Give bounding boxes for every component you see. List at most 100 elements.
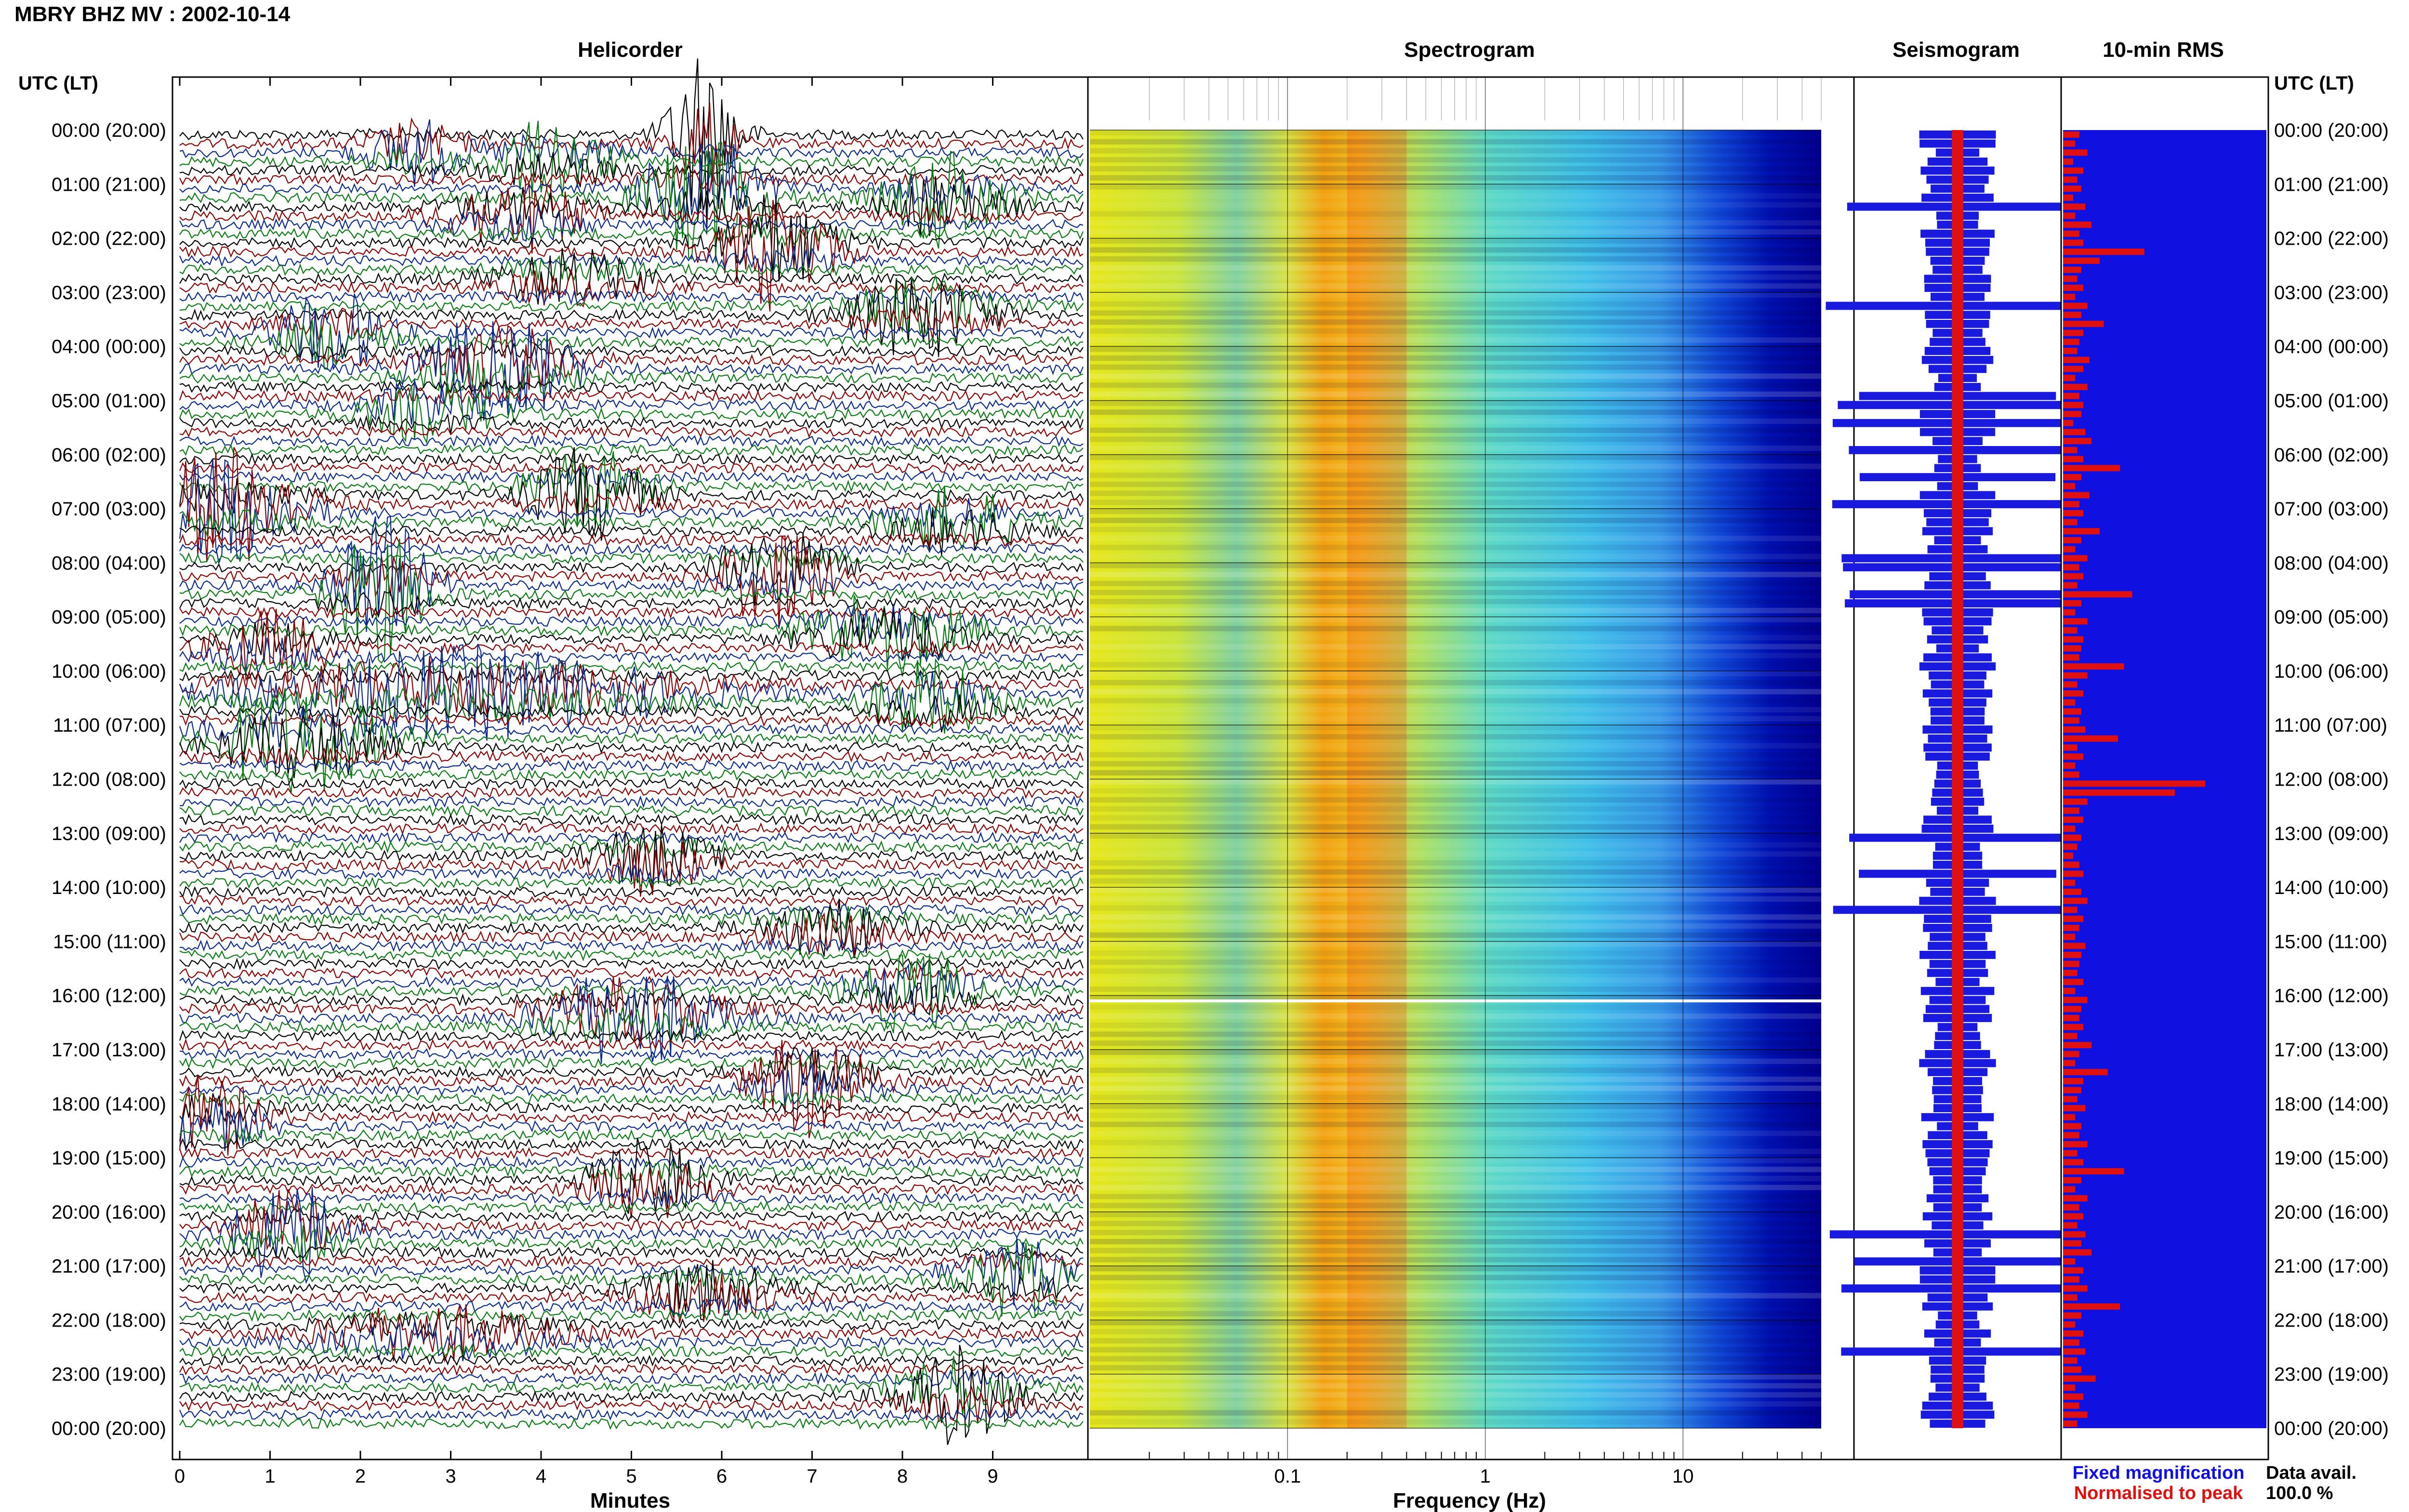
spectrogram-row bbox=[1090, 806, 1821, 812]
spectrogram-row bbox=[1090, 346, 1821, 352]
rms-bar bbox=[2063, 699, 2076, 706]
spectrogram-x-tick-label: 10 bbox=[1672, 1466, 1694, 1487]
spectrogram-row bbox=[1090, 427, 1821, 433]
time-label-left: 05:00 (01:00) bbox=[52, 390, 166, 411]
spectrogram-row bbox=[1090, 328, 1821, 334]
spectrogram-row bbox=[1090, 337, 1821, 343]
rms-bar bbox=[2063, 465, 2120, 472]
spectrogram-row bbox=[1090, 644, 1821, 649]
time-label-left: 01:00 (21:00) bbox=[52, 174, 166, 195]
time-label-left: 14:00 (10:00) bbox=[52, 877, 166, 898]
helicorder-x-label: Minutes bbox=[590, 1489, 670, 1512]
time-label-left: 07:00 (03:00) bbox=[52, 499, 166, 520]
helicorder-trace-row bbox=[179, 509, 1084, 555]
time-label-right: 00:00 (20:00) bbox=[2274, 1418, 2389, 1439]
spectrogram-row bbox=[1090, 689, 1821, 695]
helicorder-trace-row bbox=[179, 898, 1084, 959]
spectrogram-row bbox=[1090, 265, 1821, 271]
spectrogram-row bbox=[1090, 220, 1821, 226]
spectrogram-row bbox=[1090, 662, 1821, 668]
rms-bar bbox=[2063, 880, 2076, 886]
rms-bar bbox=[2063, 1123, 2081, 1130]
rms-bar bbox=[2063, 735, 2118, 742]
time-label-left: 08:00 (04:00) bbox=[52, 552, 166, 574]
time-label-right: 21:00 (17:00) bbox=[2274, 1256, 2389, 1277]
helicorder-x-axis: 0 1 2 3 4 5 6 7 8 9 bbox=[174, 77, 998, 1487]
helicorder-trace-row bbox=[179, 387, 1084, 404]
time-label-right: 12:00 (08:00) bbox=[2274, 769, 2389, 790]
helicorder-trace-row bbox=[179, 957, 1084, 971]
rms-bar bbox=[2063, 825, 2076, 832]
rms-bar bbox=[2063, 987, 2076, 994]
helicorder-trace-row bbox=[179, 1273, 1084, 1324]
rms-bar bbox=[2063, 329, 2084, 336]
rms-bar bbox=[2063, 744, 2078, 751]
spectrogram-row bbox=[1090, 1365, 1821, 1371]
helicorder-trace-row bbox=[179, 341, 1084, 360]
seismogram-panel bbox=[1826, 76, 2090, 1460]
spectrogram-x-tick-label: 0.1 bbox=[1274, 1466, 1301, 1487]
helicorder-trace-row bbox=[179, 1207, 1084, 1224]
rms-bar bbox=[2063, 230, 2079, 237]
spectrogram-row bbox=[1090, 716, 1821, 722]
helicorder-trace-row bbox=[179, 359, 1084, 400]
panel-title-helicorder: Helicorder bbox=[578, 38, 683, 62]
rms-bar bbox=[2063, 1078, 2084, 1085]
rms-bar bbox=[2063, 167, 2084, 174]
time-axis-left: 00:00 (20:00) 01:00 (21:00) 02:00 (22:00) 0… bbox=[52, 120, 166, 1439]
helicorder-trace-row bbox=[179, 786, 1084, 799]
time-label-right: 23:00 (19:00) bbox=[2274, 1364, 2389, 1385]
rms-bar bbox=[2063, 1105, 2086, 1112]
rms-bar bbox=[2063, 320, 2104, 327]
rms-bar bbox=[2063, 591, 2132, 598]
spectrogram-row bbox=[1090, 463, 1821, 469]
helicorder-trace-row bbox=[179, 533, 1084, 548]
spectrogram-row bbox=[1090, 139, 1821, 145]
rms-bar bbox=[2063, 807, 2079, 814]
rms-bar bbox=[2063, 789, 2175, 796]
spectrogram-row bbox=[1090, 1175, 1821, 1182]
spectrogram-row bbox=[1090, 509, 1821, 514]
time-label-left: 19:00 (15:00) bbox=[52, 1148, 166, 1169]
helicorder-trace-row bbox=[179, 975, 1084, 1064]
rms-bar bbox=[2063, 276, 2078, 282]
rms-bar bbox=[2063, 1366, 2081, 1373]
spectrogram-row bbox=[1090, 553, 1821, 559]
spectrogram-row bbox=[1090, 1221, 1821, 1226]
spectrogram-row bbox=[1090, 860, 1821, 866]
helicorder-trace-row bbox=[179, 444, 1084, 457]
rms-bar bbox=[2063, 221, 2092, 228]
helicorder-trace-row bbox=[179, 1187, 1084, 1208]
rms-panel bbox=[2060, 76, 2269, 1460]
spectrogram-row bbox=[1090, 184, 1821, 190]
rms-bar bbox=[2063, 339, 2079, 345]
rms-bar bbox=[2063, 312, 2081, 318]
rms-bar bbox=[2063, 393, 2079, 399]
rms-bar bbox=[2063, 447, 2078, 453]
spectrogram-row bbox=[1090, 247, 1821, 253]
helicorder-trace-row bbox=[179, 1039, 1084, 1138]
helicorder-trace-row bbox=[179, 694, 1084, 733]
spectrogram-row bbox=[1090, 1104, 1821, 1109]
helicorder-trace-row bbox=[179, 383, 1084, 445]
rms-bar bbox=[2063, 672, 2088, 679]
helicorder-trace-row bbox=[179, 1385, 1084, 1423]
rms-bar bbox=[2063, 933, 2076, 940]
time-label-right: 17:00 (13:00) bbox=[2274, 1039, 2389, 1061]
spectrogram-row bbox=[1090, 1067, 1821, 1073]
spectrogram-row bbox=[1090, 743, 1821, 749]
helicorder-trace-row bbox=[179, 119, 1084, 187]
spectrogram-row bbox=[1090, 779, 1821, 785]
spectrogram-row bbox=[1090, 319, 1821, 325]
helicorder-trace-row bbox=[179, 1236, 1084, 1306]
rms-bar bbox=[2063, 203, 2086, 210]
helicorder-trace-row bbox=[179, 960, 1084, 1005]
time-label-left: 06:00 (02:00) bbox=[52, 445, 166, 466]
helicorder-trace-row bbox=[179, 605, 1084, 619]
rms-bar bbox=[2063, 997, 2088, 1003]
page-title: MBRY BHZ MV : 2002-10-14 bbox=[14, 2, 291, 26]
helicorder-trace-row bbox=[179, 459, 1084, 565]
spectrogram-row bbox=[1090, 193, 1821, 199]
spectrogram-row bbox=[1090, 1203, 1821, 1209]
spectrogram-row bbox=[1090, 842, 1821, 848]
